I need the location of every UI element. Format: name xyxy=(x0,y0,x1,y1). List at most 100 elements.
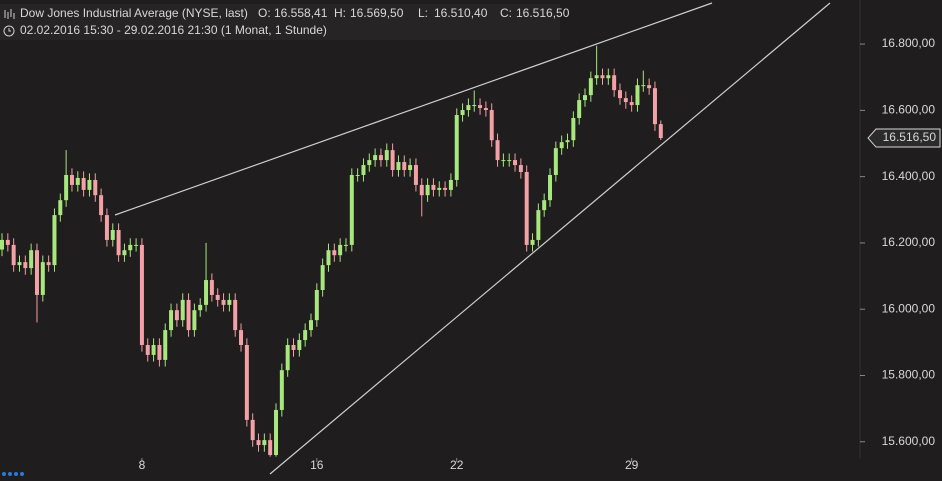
candle-body xyxy=(209,280,214,295)
candle-body xyxy=(157,344,162,360)
candle-body xyxy=(227,299,232,305)
candle-body xyxy=(367,160,372,166)
candle-body xyxy=(64,174,69,201)
clock-icon xyxy=(3,25,15,37)
candle-body xyxy=(233,299,238,331)
candle-body xyxy=(489,110,494,141)
candle-body xyxy=(5,239,10,245)
date-range: 02.02.2016 15:30 - 29.02.2016 21:30 (1 M… xyxy=(20,23,327,37)
candle-body xyxy=(163,330,168,360)
y-tick-label: 15.600,00 xyxy=(882,434,936,448)
candle-body xyxy=(652,88,657,125)
candle-body xyxy=(169,310,174,331)
candle-body xyxy=(542,200,547,211)
candle-body xyxy=(402,162,407,171)
candle-body xyxy=(308,320,313,331)
candle-body xyxy=(408,165,413,171)
candle-body xyxy=(268,440,273,456)
y-tick-label: 16.200,00 xyxy=(882,235,936,249)
candle-body xyxy=(612,75,617,91)
clock-hands xyxy=(8,28,11,32)
chart-title: Dow Jones Industrial Average (NYSE, last… xyxy=(20,6,248,20)
candle-body xyxy=(390,150,395,171)
candle-body xyxy=(198,304,203,311)
candle-body xyxy=(338,244,343,256)
candle-body xyxy=(128,244,133,251)
candle-body xyxy=(192,310,197,331)
candle-body xyxy=(583,95,587,101)
candle-body xyxy=(507,160,512,162)
candle-body xyxy=(151,344,156,355)
candle-body xyxy=(425,184,430,196)
candle-body xyxy=(262,440,267,446)
candle-body xyxy=(75,177,80,185)
candle-body xyxy=(204,280,209,305)
candle-body xyxy=(239,330,244,345)
candle-body xyxy=(378,155,383,161)
ohlc-key: O: xyxy=(258,6,271,20)
y-tick-label: 16.400,00 xyxy=(882,169,936,183)
candle-body xyxy=(437,187,442,190)
candle-body xyxy=(478,105,483,109)
candle-body xyxy=(343,244,348,246)
candle-body xyxy=(34,250,39,295)
candle-body xyxy=(658,124,663,139)
candle-body xyxy=(221,299,226,305)
ohlc-value: 16.510,40 xyxy=(434,6,488,20)
header-box xyxy=(0,4,560,40)
candle-body xyxy=(647,85,652,89)
candle-body xyxy=(577,100,582,118)
ohlc-value: 16.558,41 xyxy=(274,6,328,20)
candle-body xyxy=(361,165,366,175)
candle-body xyxy=(617,90,622,99)
candle-body xyxy=(58,200,63,216)
candle-body xyxy=(565,140,570,143)
candle-body xyxy=(0,239,4,250)
candle-body xyxy=(396,162,401,171)
ohlc-key: L: xyxy=(418,6,428,20)
logo-dots xyxy=(2,472,24,476)
candle-body xyxy=(256,440,261,446)
candle-body xyxy=(87,179,92,190)
candle-body xyxy=(501,160,506,162)
candle-body xyxy=(600,75,605,79)
candle-body xyxy=(530,239,535,245)
candle-body xyxy=(571,117,576,141)
y-tick-label: 16.800,00 xyxy=(882,36,936,50)
chart-icon xyxy=(4,9,15,19)
candle-body xyxy=(495,140,500,161)
candle-body xyxy=(641,85,646,87)
candle-body xyxy=(413,165,418,185)
candle-body xyxy=(332,250,337,256)
y-tick-label: 15.800,00 xyxy=(882,368,936,382)
ohlc-value: 16.569,50 xyxy=(350,6,404,20)
candle-body xyxy=(373,155,378,161)
candle-body xyxy=(285,344,290,371)
y-tick-label: 16.000,00 xyxy=(882,301,936,315)
candle-body xyxy=(629,102,634,106)
candle-body xyxy=(623,98,628,103)
candle-body xyxy=(17,262,22,266)
candle-body xyxy=(594,75,599,79)
candle-body xyxy=(29,250,34,269)
ohlc-value: 16.516,50 xyxy=(516,6,570,20)
candle-body xyxy=(326,250,331,266)
candle-body xyxy=(139,244,144,345)
candle-body xyxy=(93,179,98,196)
candle-body xyxy=(513,160,518,166)
x-tick-label: 29 xyxy=(625,458,639,472)
candle-body xyxy=(443,187,448,190)
candle-body xyxy=(483,108,488,111)
ohlc-key: H: xyxy=(334,6,346,20)
candle-body xyxy=(431,184,436,190)
candle-body xyxy=(52,215,57,266)
candle-body xyxy=(419,184,424,196)
candle-body xyxy=(174,310,179,321)
candle-body xyxy=(320,265,325,290)
candle-body xyxy=(116,229,121,256)
x-tick-label: 8 xyxy=(139,458,146,472)
x-tick-label: 16 xyxy=(310,458,324,472)
candle-body xyxy=(349,174,354,245)
candle-body xyxy=(635,85,640,106)
